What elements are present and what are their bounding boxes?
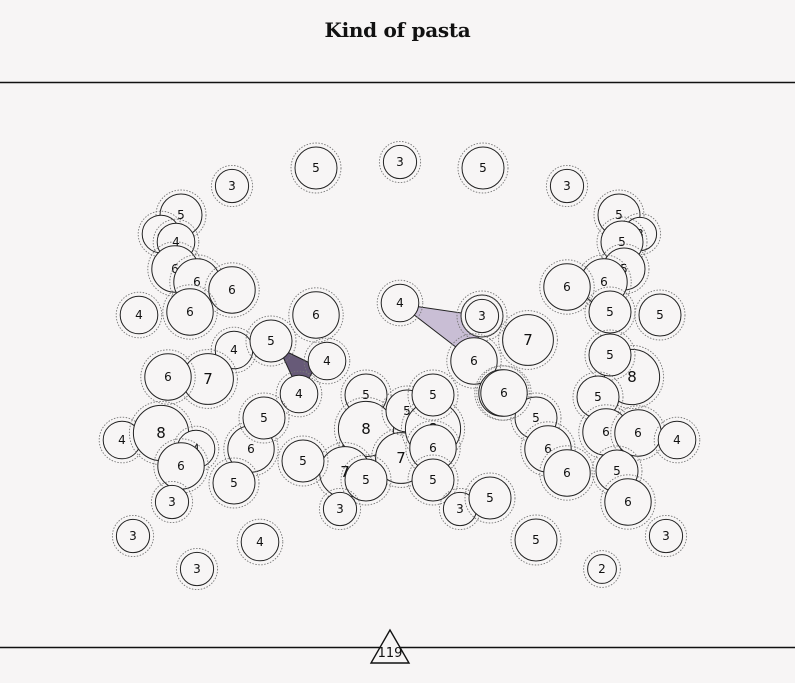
node-label: 6 <box>164 370 172 384</box>
node-31: 7 <box>499 311 558 370</box>
node-20: 5 <box>635 290 685 340</box>
node-label: 5 <box>429 473 437 487</box>
node-label: 6 <box>563 466 571 480</box>
node-label: 3 <box>336 502 344 516</box>
node-label: 4 <box>295 387 303 401</box>
node-73: 5 <box>511 515 561 565</box>
node-label: 4 <box>230 343 238 357</box>
node-72: 3 <box>645 515 686 556</box>
node-label: 3 <box>228 179 236 193</box>
node-0: 5 <box>291 143 341 193</box>
node-label: 4 <box>256 535 264 549</box>
node-label: 5 <box>429 388 437 402</box>
node-label: 8 <box>361 420 371 438</box>
node-22: 4 <box>377 280 423 326</box>
page-number-marker: 119 <box>371 630 409 663</box>
node-label: 3 <box>456 502 464 516</box>
node-label: 5 <box>594 390 602 404</box>
node-label: 5 <box>615 208 623 222</box>
node-3: 3 <box>211 165 252 206</box>
node-label: 6 <box>429 441 437 455</box>
node-21: 6 <box>289 288 343 342</box>
node-68: 3 <box>112 515 153 556</box>
node-label: 4 <box>118 433 126 447</box>
node-label: 5 <box>613 464 621 478</box>
node-label: 5 <box>618 235 626 249</box>
node-label: 4 <box>135 308 143 322</box>
node-70: 2 <box>584 551 621 588</box>
node-label: 3 <box>396 155 404 169</box>
node-label: 6 <box>602 425 610 439</box>
node-label: 7 <box>203 370 213 388</box>
node-label: 3 <box>168 495 176 509</box>
node-4: 3 <box>546 165 587 206</box>
node-label: 3 <box>662 529 670 543</box>
node-label: 5 <box>606 348 614 362</box>
node-label: 6 <box>312 308 320 322</box>
node-label: 5 <box>362 473 370 487</box>
node-label: 4 <box>673 433 681 447</box>
node-label: 3 <box>563 179 571 193</box>
node-label: 5 <box>606 305 614 319</box>
node-label: 5 <box>362 388 370 402</box>
node-label: 5 <box>486 491 494 505</box>
node-label: 6 <box>177 459 185 473</box>
node-69: 3 <box>176 548 217 589</box>
node-label: 5 <box>299 454 307 468</box>
node-label: 7 <box>523 331 533 349</box>
node-label: 6 <box>600 275 608 289</box>
node-label: 6 <box>193 275 201 289</box>
node-label: 6 <box>247 442 255 456</box>
node-label: 6 <box>500 386 508 400</box>
node-label: 8 <box>627 368 637 386</box>
node-12: 4 <box>116 292 162 338</box>
node-label: 6 <box>186 305 194 319</box>
node-25: 4 <box>304 338 350 384</box>
node-label: 3 <box>193 562 201 576</box>
node-label: 5 <box>656 308 664 322</box>
node-label: 5 <box>532 533 540 547</box>
node-label: 5 <box>312 161 320 175</box>
node-label: 3 <box>478 309 486 323</box>
node-label: 4 <box>323 354 331 368</box>
node-label: 6 <box>624 495 632 509</box>
node-label: 7 <box>396 449 406 467</box>
node-label: 3 <box>129 529 137 543</box>
node-58: 4 <box>654 417 700 463</box>
node-label: 6 <box>544 442 552 456</box>
node-2: 5 <box>458 143 508 193</box>
node-1: 3 <box>379 141 420 182</box>
node-71: 4 <box>237 519 283 565</box>
node-label: 8 <box>156 424 166 442</box>
node-label: 5 <box>267 334 275 348</box>
node-label: 6 <box>634 426 642 440</box>
page-number: 119 <box>378 646 403 661</box>
node-label: 6 <box>470 354 478 368</box>
node-label: 5 <box>260 411 268 425</box>
node-label: 5 <box>230 476 238 490</box>
node-label: 2 <box>598 562 606 576</box>
nodes-layer: 5353354466664535566556454476436758655564… <box>99 141 700 589</box>
node-label: 5 <box>479 161 487 175</box>
node-label: 5 <box>532 411 540 425</box>
node-label: 6 <box>228 283 236 297</box>
node-label: 4 <box>396 296 404 310</box>
node-label: 6 <box>563 280 571 294</box>
